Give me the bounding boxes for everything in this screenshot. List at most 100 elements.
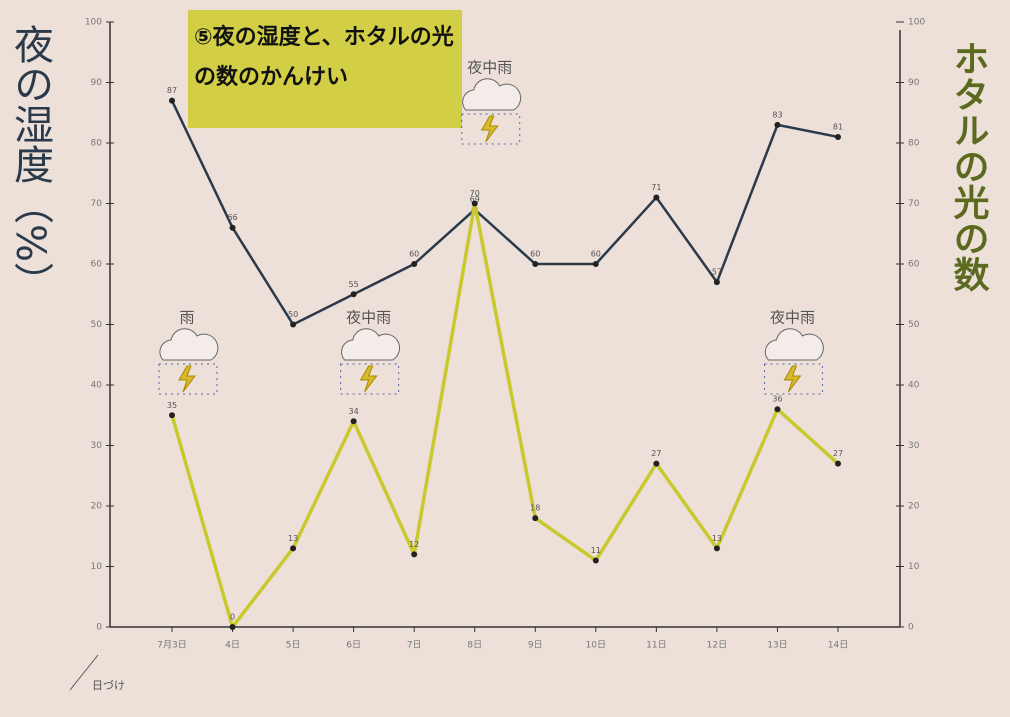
point [532, 515, 539, 522]
value-label: 81 [833, 122, 843, 131]
value-label: 13 [712, 534, 722, 543]
value-label: 55 [349, 280, 359, 289]
point [169, 97, 175, 104]
y-tick-label: 20 [91, 502, 103, 512]
y-tick-label: 0 [96, 623, 102, 633]
value-label: 57 [712, 268, 722, 277]
value-label: 69 [470, 195, 480, 204]
title-box [188, 10, 462, 128]
x-tick-label: 4日 [225, 640, 240, 651]
value-label: 60 [409, 250, 419, 259]
point [290, 545, 297, 552]
x-tick-label: 12日 [707, 640, 727, 651]
y2-axis-label: ホタルの光の数 [948, 40, 990, 292]
x-tick-label: 7月3日 [157, 640, 186, 651]
value-label: 0 [230, 613, 235, 622]
value-label: 83 [772, 110, 782, 119]
y2-tick-label: 30 [908, 441, 920, 451]
point [713, 545, 720, 552]
point [471, 200, 478, 207]
rain-icon [158, 363, 218, 395]
value-label: 18 [530, 504, 540, 513]
x-axis-label: 日づけ [92, 679, 125, 692]
point [835, 460, 841, 467]
lightning-icon [480, 115, 499, 143]
lightning-icon [178, 365, 196, 393]
y2-tick-label: 90 [908, 78, 920, 88]
y-tick-label: 30 [91, 441, 103, 451]
rain-icon [763, 363, 823, 395]
annotation: 夜中雨 [346, 309, 391, 327]
point [411, 551, 418, 558]
point [169, 412, 175, 419]
value-label: 60 [530, 250, 540, 259]
point [532, 261, 539, 267]
y2-tick-label: 0 [908, 623, 914, 633]
y-tick-label: 60 [91, 260, 103, 270]
series-line [170, 201, 840, 629]
title-holder: ⑤夜の湿度と、ホタルの光の数のかんけい [194, 25, 454, 90]
point [653, 460, 660, 467]
y2-tick-label: 60 [908, 260, 920, 270]
point [592, 557, 599, 564]
point [350, 291, 357, 298]
y2-tick-label: 50 [908, 320, 920, 330]
value-label: 11 [591, 546, 601, 555]
cloud-icon [764, 328, 824, 361]
value-label: 12 [409, 540, 419, 549]
x-tick-label: 5日 [286, 640, 301, 651]
x-tick-label: 14日 [828, 640, 848, 651]
cloud-icon [341, 328, 401, 361]
lightning-icon [359, 365, 378, 393]
value-label: 27 [651, 449, 661, 458]
value-label: 71 [651, 183, 661, 192]
value-label: 60 [591, 250, 601, 259]
value-label: 66 [227, 213, 237, 222]
y2-tick-label: 20 [908, 502, 920, 512]
cloud-icon [159, 328, 219, 361]
point [229, 224, 236, 231]
y-tick-label: 10 [91, 562, 103, 572]
value-label: 34 [349, 407, 359, 416]
y-tick-label: 70 [91, 199, 103, 209]
cloud-icon [462, 78, 522, 111]
y2-tick-label: 100 [908, 18, 925, 28]
annotation: 雨 [179, 309, 194, 327]
x-tick-label: 13日 [767, 640, 787, 651]
value-label: 36 [772, 395, 782, 404]
y-tick-label: 50 [91, 320, 103, 330]
x-tick-label: 10日 [586, 640, 606, 651]
annotation: 夜中雨 [467, 59, 512, 77]
y2-tick-label: 10 [908, 562, 920, 572]
lightning-icon [783, 365, 802, 393]
y-tick-label: 80 [91, 139, 103, 149]
y2-tick-label: 80 [908, 139, 920, 149]
value-label: 13 [288, 534, 298, 543]
point [713, 279, 720, 286]
rain-icon [340, 363, 400, 395]
y-tick-label: 90 [91, 78, 103, 88]
point [653, 194, 660, 201]
point [835, 133, 841, 140]
value-label: 27 [833, 449, 843, 458]
x-tick-label: 11日 [646, 640, 666, 651]
x-tick-label: 6日 [346, 640, 361, 651]
annotation: 夜中雨 [770, 309, 815, 327]
value-label: 50 [288, 310, 298, 319]
y-tick-label: 100 [85, 18, 102, 28]
rain-icon [461, 113, 521, 145]
point [229, 624, 236, 630]
y2-tick-label: 70 [908, 199, 920, 209]
x-tick-label: 7日 [407, 640, 422, 651]
y-tick-label: 40 [91, 381, 103, 391]
value-label: 70 [470, 189, 480, 198]
point [411, 261, 418, 267]
value-label: 35 [167, 401, 177, 410]
chart-title: ⑤夜の湿度と、ホタルの光の数のかんけい [194, 25, 454, 90]
point [774, 406, 781, 413]
series-line [170, 100, 839, 326]
point [592, 261, 599, 267]
value-label: 87 [167, 86, 177, 95]
y2-tick-label: 40 [908, 381, 920, 391]
